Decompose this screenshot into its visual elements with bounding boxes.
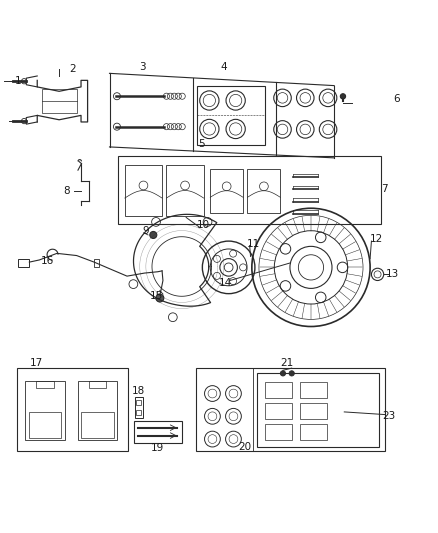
Text: 14: 14 [219, 278, 232, 288]
Bar [300, 424, 327, 440]
Bar [25, 381, 65, 440]
Bar [78, 381, 117, 440]
Circle shape [340, 94, 346, 99]
Circle shape [280, 371, 286, 376]
Text: 7: 7 [381, 184, 388, 195]
Bar [89, 381, 106, 388]
Circle shape [289, 371, 294, 376]
Text: 17: 17 [30, 358, 43, 368]
Text: 10: 10 [197, 220, 210, 230]
Text: 13: 13 [385, 269, 399, 279]
Text: 5: 5 [198, 139, 205, 149]
Bar [18, 259, 29, 268]
Bar [118, 156, 381, 223]
Bar [265, 403, 292, 419]
Text: 11: 11 [247, 239, 260, 249]
Circle shape [150, 231, 157, 238]
Text: 9: 9 [142, 227, 149, 237]
Text: 18: 18 [131, 386, 145, 397]
Bar [17, 368, 128, 451]
Text: 2: 2 [69, 63, 76, 74]
Bar [42, 89, 77, 113]
Bar [247, 169, 280, 213]
Text: 15: 15 [150, 291, 163, 301]
Text: 16: 16 [41, 256, 54, 266]
Text: 4: 4 [220, 62, 227, 72]
Text: 21: 21 [280, 358, 293, 368]
Bar [36, 381, 54, 388]
Bar [210, 169, 243, 213]
Bar [166, 165, 204, 216]
Bar [94, 259, 99, 266]
Bar [265, 382, 292, 398]
Bar [136, 400, 141, 405]
Bar [81, 412, 114, 438]
Text: 1: 1 [15, 76, 22, 86]
Bar [136, 410, 141, 415]
Text: 6: 6 [393, 94, 400, 104]
Text: 12: 12 [370, 235, 383, 244]
Bar [197, 86, 265, 146]
Bar [300, 382, 327, 398]
Bar [135, 397, 143, 418]
Bar [196, 368, 385, 451]
Text: 20: 20 [238, 442, 251, 452]
Circle shape [156, 294, 164, 302]
Bar [265, 424, 292, 440]
Text: 8: 8 [63, 185, 70, 196]
Bar [125, 165, 162, 216]
Bar [29, 412, 61, 438]
Text: 3: 3 [139, 62, 146, 72]
Text: 19: 19 [151, 443, 164, 453]
Bar [300, 403, 327, 419]
Bar [257, 374, 379, 447]
Bar [134, 421, 182, 442]
Text: 23: 23 [382, 411, 396, 421]
